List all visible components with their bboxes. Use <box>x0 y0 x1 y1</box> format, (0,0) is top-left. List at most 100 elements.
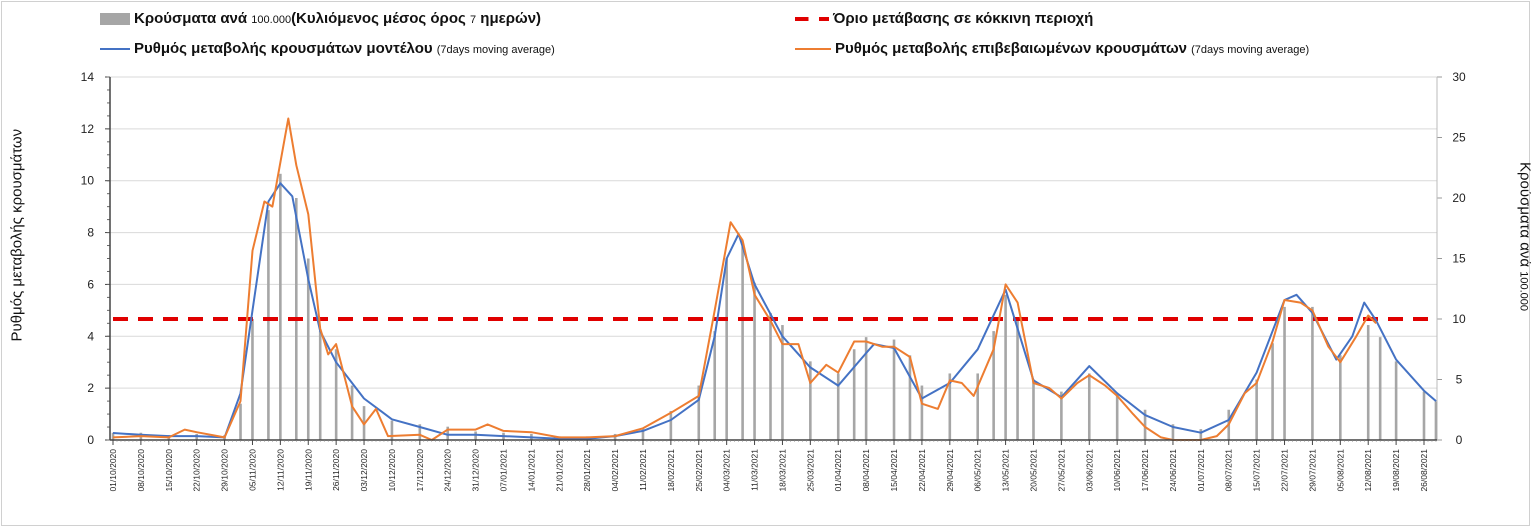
x-tick-label: 04/02/2021 <box>610 449 620 492</box>
x-tick-label: 22/10/2020 <box>192 449 202 492</box>
y-left-tick-label: 4 <box>87 329 94 343</box>
x-tick-label: 31/12/2020 <box>471 449 481 492</box>
x-tick-label: 01/04/2021 <box>833 449 843 492</box>
legend-confirmed: Ρυθμός μεταβολής επιβεβαιωμένων κρουσμάτ… <box>795 40 1309 57</box>
x-tick-label: 01/10/2020 <box>108 449 118 492</box>
bar <box>418 424 422 440</box>
x-tick-label: 11/02/2021 <box>638 449 648 491</box>
x-tick-label: 19/11/2020 <box>303 449 313 491</box>
bar <box>251 319 254 440</box>
bar <box>725 258 728 440</box>
legend-bars-rest2: ημερών) <box>480 10 542 27</box>
bar <box>1171 424 1175 440</box>
y-right-tick-label: 0 <box>1456 433 1463 447</box>
bar <box>390 420 394 440</box>
legend-model-swatch <box>100 48 130 51</box>
bar <box>318 331 322 440</box>
bar <box>769 312 772 440</box>
y-right-tick-label: 25 <box>1452 131 1466 145</box>
x-tick-label: 04/03/2021 <box>722 449 732 492</box>
y-right-tick-label: 30 <box>1452 70 1466 84</box>
bar <box>279 173 282 441</box>
x-tick-label: 18/03/2021 <box>777 449 787 492</box>
bar <box>1271 343 1274 440</box>
bar <box>1422 391 1426 440</box>
x-tick-label: 14/01/2021 <box>526 449 536 492</box>
x-tick-label: 18/02/2021 <box>666 449 676 492</box>
y-left-tick-label: 14 <box>81 70 95 84</box>
bar <box>741 246 744 440</box>
x-tick-label: 28/01/2021 <box>582 449 592 492</box>
bar <box>1087 373 1091 440</box>
x-tick-label: 25/03/2021 <box>805 449 815 492</box>
legend-bars-label: Κρούσματα ανά <box>134 10 248 27</box>
bar <box>920 385 924 440</box>
bar <box>836 373 840 440</box>
legend-confirmed-swatch <box>795 48 831 51</box>
bar <box>908 355 912 440</box>
legend-bars-rest1: (Κυλιόμενος μέσος όρος <box>291 10 466 27</box>
legend-confirmed-label: Ρυθμός μεταβολής επιβεβαιωμένων κρουσμάτ… <box>835 40 1187 57</box>
bar <box>809 361 812 440</box>
x-tick-label: 15/04/2021 <box>889 449 899 492</box>
legend-bars: Κρούσματα ανά 100.000(Κυλιόμενος μέσος ό… <box>100 10 541 27</box>
x-tick-label: 26/11/2020 <box>331 449 341 491</box>
bar <box>1434 401 1438 440</box>
y-right-tick-label: 10 <box>1452 312 1466 326</box>
x-tick-label: 03/06/2021 <box>1084 449 1094 492</box>
bar <box>1032 379 1035 440</box>
bar <box>1016 319 1019 440</box>
x-tick-label: 17/06/2021 <box>1140 449 1150 492</box>
legend-bars-num: 100.000 <box>251 14 292 26</box>
bar <box>753 282 756 440</box>
x-tick-label: 10/06/2021 <box>1112 449 1122 492</box>
x-tick-label: 29/07/2021 <box>1307 449 1317 492</box>
x-tick-label: 01/07/2021 <box>1196 449 1206 492</box>
x-tick-label: 20/05/2021 <box>1028 449 1038 492</box>
x-tick-label: 08/10/2020 <box>136 449 146 492</box>
legend-threshold: Όριο μετάβασης σε κόκκινη περιοχή <box>795 10 1093 27</box>
legend-bars-swatch <box>100 13 130 26</box>
y-left-tick-label: 8 <box>87 226 94 240</box>
x-tick-label: 19/08/2021 <box>1391 449 1401 492</box>
y-left-tick-label: 6 <box>87 277 94 291</box>
confirmed-line <box>112 117 1377 441</box>
bar <box>1311 306 1314 440</box>
y-right-tick-label: 15 <box>1452 252 1466 266</box>
bar <box>852 349 856 440</box>
x-tick-label: 11/03/2021 <box>750 449 760 491</box>
legend-confirmed-note: (7days moving average) <box>1191 44 1310 56</box>
x-tick-label: 07/01/2021 <box>499 449 509 492</box>
bar <box>892 339 896 440</box>
bar <box>713 331 717 440</box>
x-tick-label: 29/04/2021 <box>945 449 955 492</box>
x-tick-label: 15/10/2020 <box>164 449 174 492</box>
x-tick-label: 08/04/2021 <box>861 449 871 492</box>
bar <box>1255 379 1258 440</box>
bar <box>1060 391 1063 440</box>
bar <box>1199 429 1203 440</box>
bar <box>267 210 270 440</box>
bar <box>864 337 868 440</box>
bar <box>1004 294 1007 440</box>
x-tick-label: 10/12/2020 <box>387 449 397 492</box>
bar <box>334 349 338 440</box>
x-tick-label: 25/02/2021 <box>694 449 704 492</box>
y-right-tick-label: 20 <box>1452 191 1466 205</box>
x-tick-label: 29/10/2020 <box>220 449 230 492</box>
legend-threshold-swatch <box>795 17 829 22</box>
y-left-tick-label: 2 <box>87 381 94 395</box>
bar <box>1394 361 1398 440</box>
y-left-tick-label: 12 <box>81 122 95 136</box>
bar <box>1143 409 1147 440</box>
bar <box>976 373 980 440</box>
y-left-tick-label: 10 <box>81 174 95 188</box>
bar <box>350 385 354 440</box>
x-tick-label: 17/12/2020 <box>415 449 425 492</box>
x-tick-label: 12/11/2020 <box>275 449 285 491</box>
legend-threshold-label: Όριο μετάβασης σε κόκκινη περιοχή <box>833 10 1094 27</box>
bar <box>306 258 310 440</box>
x-tick-label: 27/05/2021 <box>1056 449 1066 492</box>
x-tick-label: 22/04/2021 <box>917 449 927 492</box>
